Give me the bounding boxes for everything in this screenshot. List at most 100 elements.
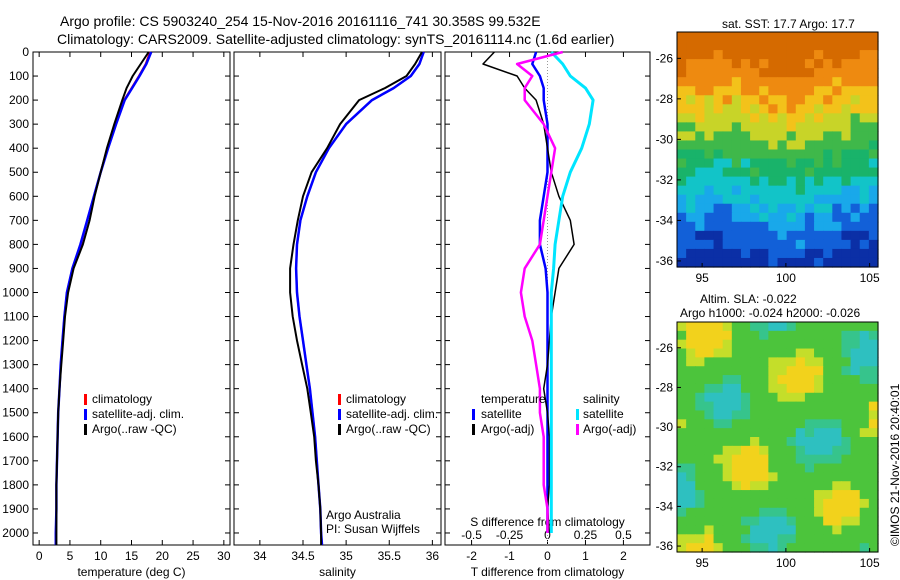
annotation-argo-australia: Argo Australia [326, 508, 401, 522]
map-cell [823, 203, 833, 214]
map-cell [777, 104, 788, 114]
x-tick-label: 1 [582, 549, 589, 563]
map-cell [786, 257, 797, 268]
map-cell [722, 543, 733, 553]
sst-map-title: sat. SST: 17.7 Argo: 17.7 [722, 17, 855, 31]
map-cell [768, 194, 779, 205]
series-line [295, 51, 425, 546]
map-cell [768, 50, 779, 60]
map-cell [814, 322, 824, 332]
map-cell [759, 95, 769, 105]
map-cell [731, 463, 742, 473]
map-cell [786, 167, 797, 178]
panel-frame [32, 51, 231, 546]
map-cell [722, 437, 733, 447]
map-cell [731, 203, 742, 214]
map-cell [704, 86, 715, 96]
map-cell [850, 437, 861, 447]
map-cell [704, 498, 715, 509]
map-cell [731, 221, 742, 232]
map-cell [750, 41, 760, 51]
map-cell [868, 248, 879, 259]
map-cell [759, 203, 769, 214]
map-cell [859, 149, 870, 160]
map-cell [814, 410, 824, 420]
map-cell [795, 59, 806, 69]
map-cell [868, 401, 879, 412]
map-cell [713, 490, 724, 500]
map-cell [686, 158, 696, 169]
map-cell [686, 203, 696, 214]
map-cell [795, 419, 806, 429]
map-cell [832, 194, 843, 205]
map-cell [850, 113, 861, 123]
map-cell [704, 158, 715, 169]
map-cell [795, 212, 806, 223]
map-cell [768, 437, 779, 447]
map-cell [868, 366, 879, 376]
map-cell [841, 543, 852, 553]
x-tick-label: 2 [620, 549, 627, 563]
map-cell [731, 419, 742, 429]
map-cell [777, 357, 788, 367]
map-cell [814, 472, 824, 482]
map-cell [832, 339, 843, 350]
map-cell [859, 490, 870, 500]
map-cell [722, 401, 733, 412]
map-cell [740, 176, 751, 187]
map-cell [677, 428, 687, 438]
map-cell [731, 481, 742, 491]
y-tick-label: -28 [656, 92, 674, 106]
map-cell [704, 419, 715, 429]
map-cell [759, 77, 769, 87]
map-cell [850, 122, 861, 133]
map-cell [677, 339, 687, 350]
map-cell [804, 212, 815, 223]
map-cell [823, 167, 833, 178]
map-cell [786, 104, 797, 114]
map-cell [759, 221, 769, 232]
y-tick-label: -32 [656, 173, 674, 187]
map-cell [750, 534, 760, 544]
map-cell [750, 472, 760, 482]
map-cell [814, 490, 824, 500]
map-cell [713, 140, 724, 151]
map-cell [841, 357, 852, 367]
map-cell [823, 86, 833, 96]
map-cell [768, 498, 779, 509]
map-cell [795, 481, 806, 491]
map-cell [859, 257, 870, 268]
map-cell [759, 131, 769, 142]
map-cell [777, 158, 788, 169]
map-cell [713, 454, 724, 465]
map-cell [713, 194, 724, 205]
map-cell [750, 366, 760, 376]
map-cell [832, 543, 843, 553]
map-cell [841, 322, 852, 332]
map-cell [677, 104, 687, 114]
map-cell [841, 248, 852, 259]
map-cell [704, 507, 715, 518]
map-cell [841, 401, 852, 412]
y-tick-label: -34 [656, 499, 674, 513]
map-cell [713, 212, 724, 223]
map-cell [695, 428, 706, 438]
map-cell [795, 490, 806, 500]
map-cell [777, 410, 788, 420]
map-cell [740, 454, 751, 465]
map-cell [832, 472, 843, 482]
map-cell [759, 104, 769, 114]
map-cell [823, 158, 833, 169]
map-cell [740, 77, 751, 87]
map-cell [859, 498, 870, 509]
map-cell [841, 419, 852, 429]
map-cell [731, 516, 742, 527]
map-cell [795, 149, 806, 160]
map-cell [868, 158, 879, 169]
map-cell [859, 428, 870, 438]
depth-tick-label: 1800 [2, 478, 29, 492]
map-cell [759, 454, 769, 465]
map-cell [759, 59, 769, 69]
map-cell [740, 140, 751, 151]
